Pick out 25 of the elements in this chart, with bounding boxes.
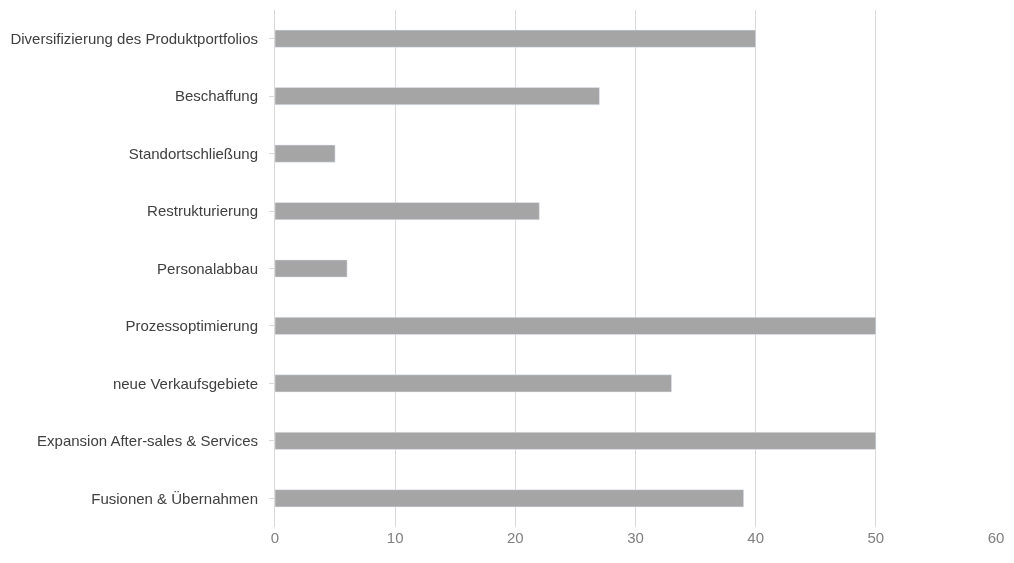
- y-tick-label: Standortschließung: [128, 144, 258, 162]
- bar: [275, 87, 600, 106]
- bar: [275, 489, 744, 508]
- y-tick-label: Diversifizierung des Produktportfolios: [10, 29, 258, 47]
- y-tick-label: Personalabbau: [157, 259, 258, 277]
- bar: [275, 144, 336, 163]
- y-tick-label: neue Verkaufsgebiete: [112, 374, 258, 392]
- x-tick-label: 60: [987, 529, 1005, 546]
- bar: [275, 202, 540, 220]
- x-tick-label: 20: [506, 529, 524, 546]
- x-tick-label: 0: [270, 529, 280, 546]
- y-tick-label: Restrukturierung: [147, 202, 258, 220]
- bar: [275, 29, 756, 48]
- x-tick-label: 30: [627, 529, 644, 546]
- bar: [275, 317, 877, 335]
- y-tick-label: Expansion After-sales & Services: [37, 432, 258, 450]
- bar: [275, 374, 672, 393]
- y-tick-label: Fusionen & Übernahmen: [91, 489, 258, 507]
- bar: [275, 431, 877, 450]
- x-tick-label: 40: [747, 529, 765, 546]
- bar: [275, 259, 348, 278]
- y-tick-label: Beschaffung: [174, 87, 258, 105]
- x-tick-label: 50: [867, 529, 885, 546]
- y-tick-label: Prozessoptimierung: [125, 317, 258, 335]
- x-tick-label: 10: [386, 529, 404, 546]
